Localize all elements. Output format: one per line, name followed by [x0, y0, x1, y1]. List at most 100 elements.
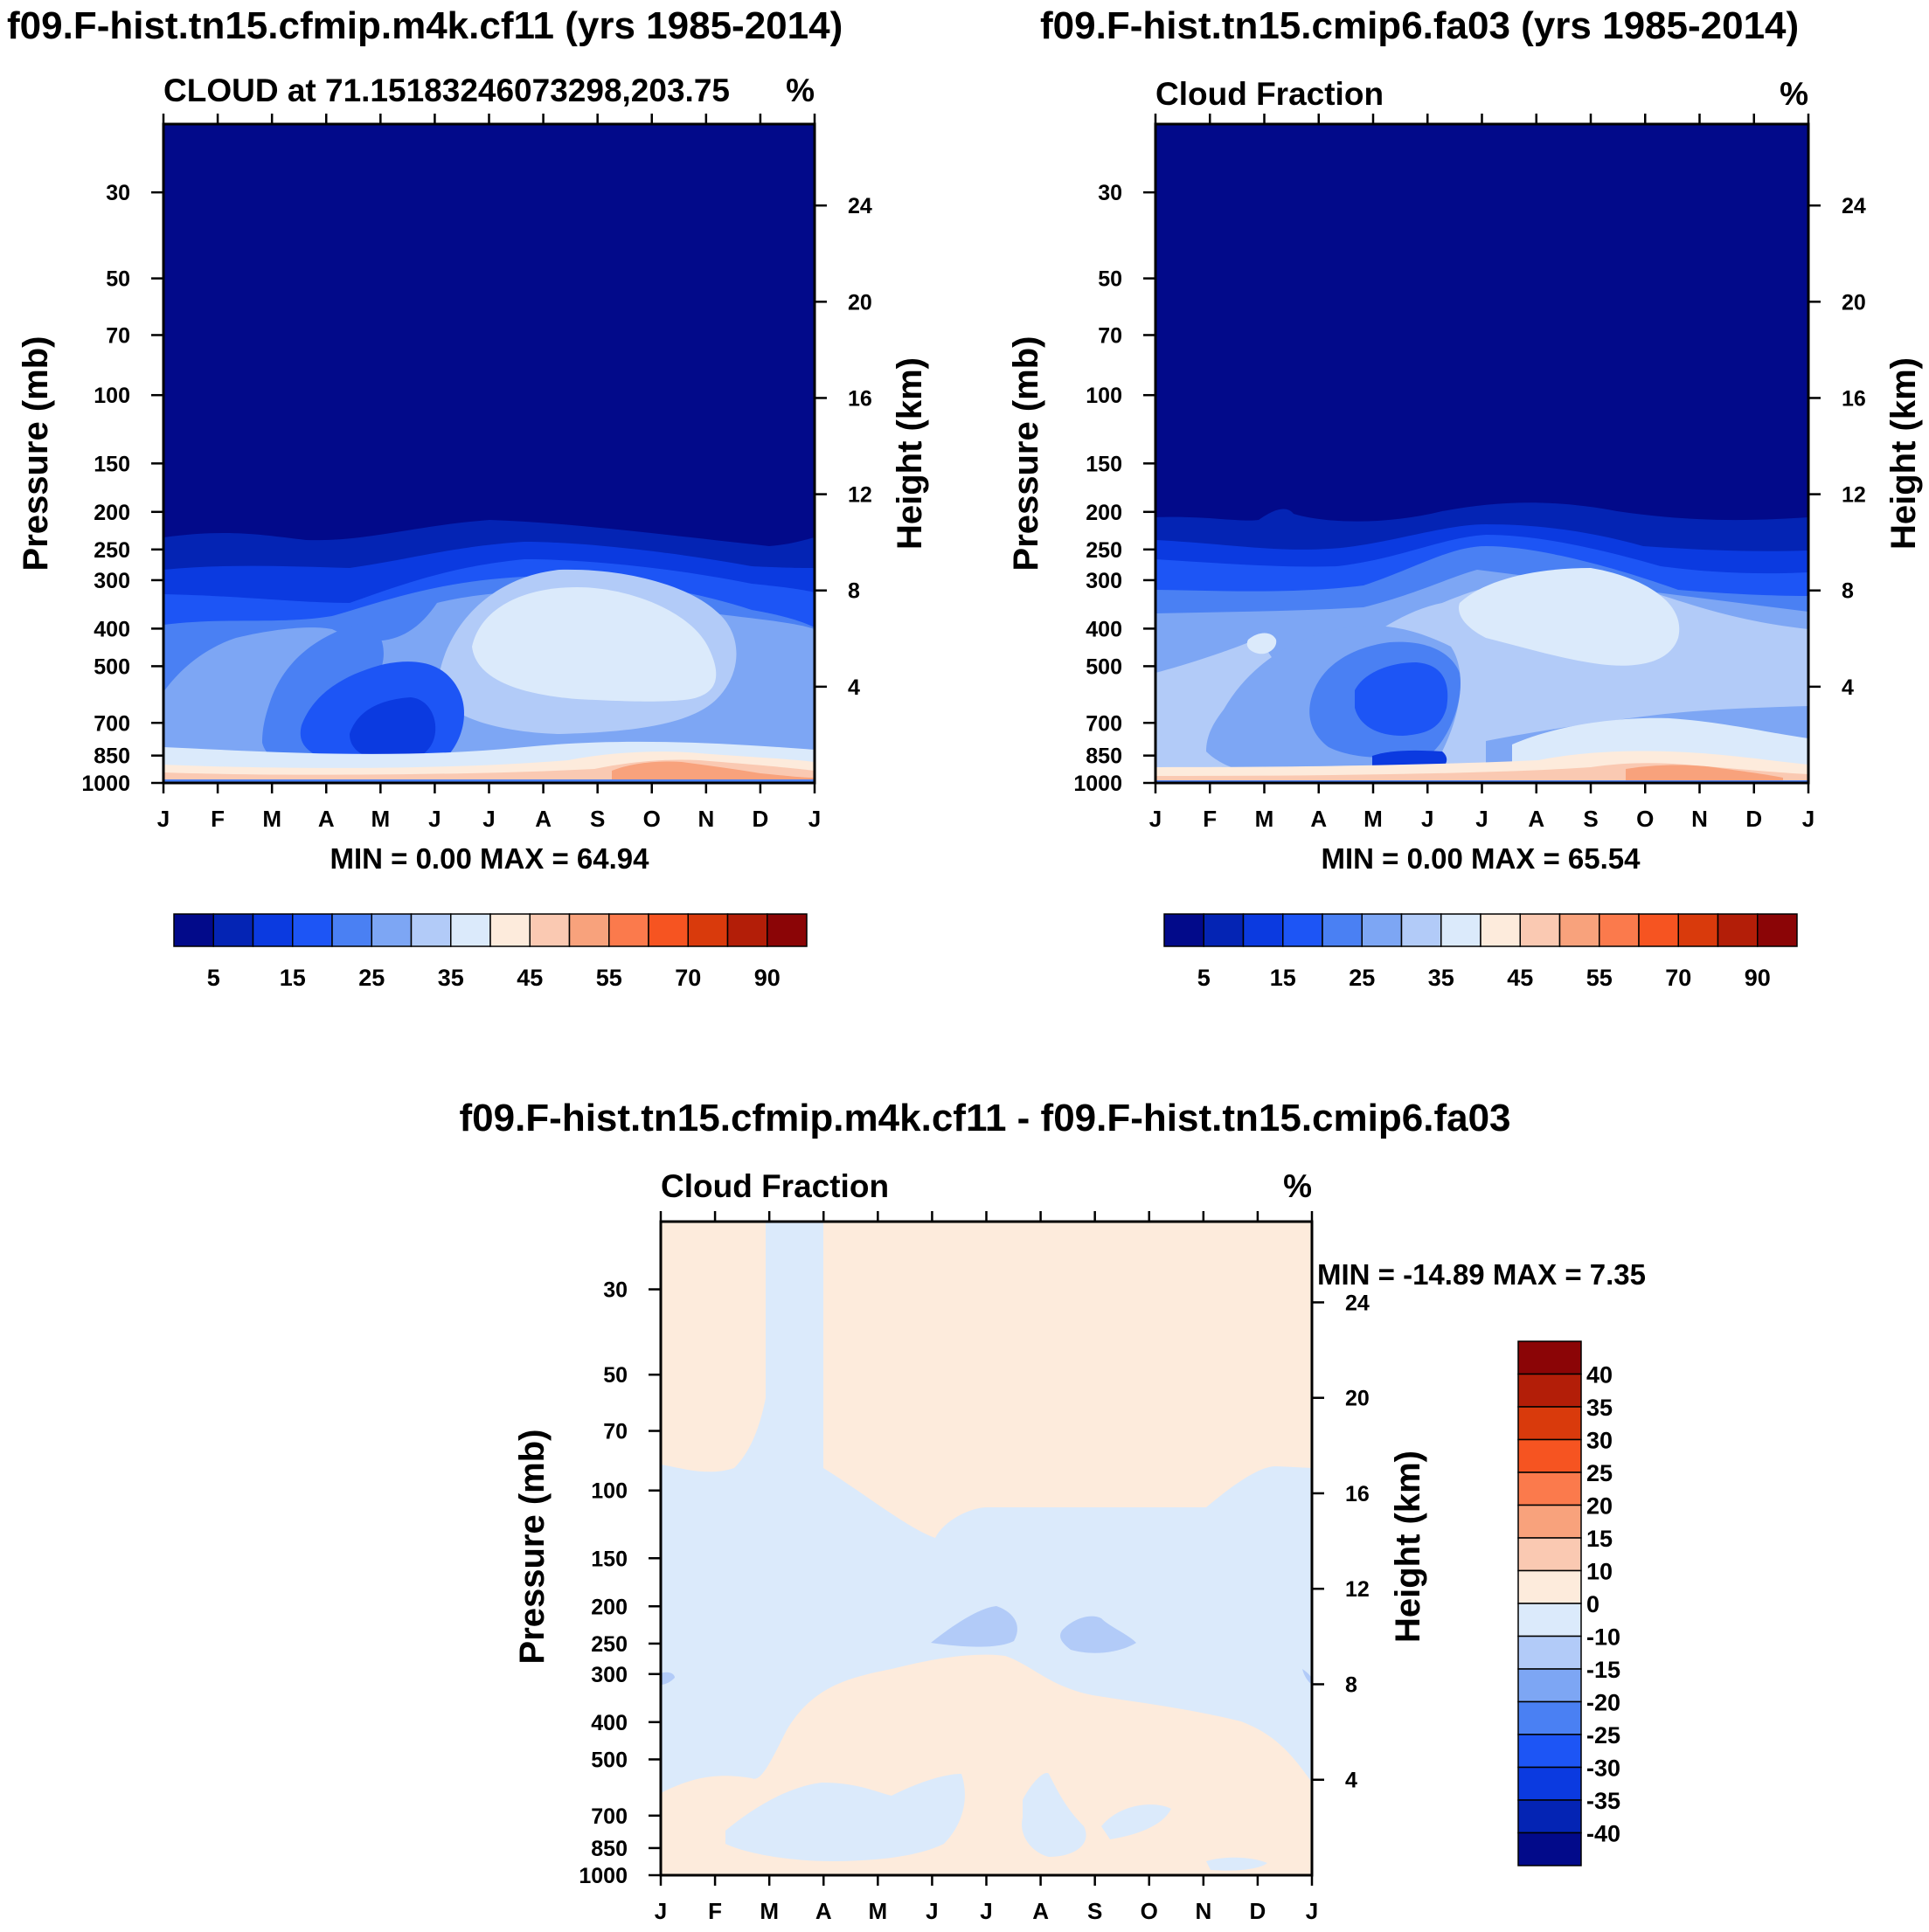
colorbar-swatch — [371, 913, 413, 947]
colorbar-label: 45 — [517, 965, 543, 991]
y-tick-label: 850 — [94, 744, 130, 769]
x-tick-label: M — [1255, 806, 1274, 832]
x-tick-label: J — [1802, 806, 1815, 832]
colorbar-label: -35 — [1586, 1788, 1620, 1814]
y-tick-label: 500 — [94, 654, 130, 679]
panel-2-left-title: Cloud Fraction — [1155, 76, 1384, 112]
y2-tick-label: 24 — [848, 194, 872, 218]
x-tick-label: F — [211, 806, 225, 832]
colorbar-swatch — [767, 913, 808, 947]
diff-field-minus10-3 — [661, 1672, 675, 1685]
y-tick-label: 50 — [603, 1363, 628, 1388]
x-tick-label: S — [1583, 806, 1598, 832]
y-tick-label: 100 — [94, 384, 130, 408]
colorbar-swatch — [1517, 1832, 1582, 1866]
diff-field-negative-low-2 — [1022, 1773, 1086, 1857]
colorbar-label: -40 — [1586, 1821, 1620, 1847]
y-tick-label: 50 — [1098, 267, 1122, 292]
panel-2-stats: MIN = 0.00 MAX = 65.54 — [1321, 842, 1641, 875]
y-tick-label: 700 — [1086, 711, 1122, 736]
colorbar-swatch — [1517, 1799, 1582, 1834]
y2-tick-label: 20 — [1345, 1387, 1370, 1411]
panel-2-axes: J F M A M J J A S O N D J 30 50 70 100 150 200 250 300 400 500… — [1073, 114, 1866, 832]
x-tick-label: A — [535, 806, 552, 832]
y2-tick-label: 16 — [848, 386, 872, 411]
colorbar-swatch — [1517, 1766, 1582, 1801]
colorbar-label: 10 — [1586, 1559, 1613, 1585]
x-tick-label: S — [590, 806, 605, 832]
panel-1-colorbar: 5 15 25 35 45 55 70 90 — [173, 913, 808, 991]
colorbar-label: 35 — [1586, 1395, 1613, 1421]
y2-tick-label: 8 — [1842, 579, 1854, 604]
y-tick-label: 500 — [1086, 654, 1122, 679]
panel-1: f09.F-hist.tn15.cfmip.m4k.cf11 (yrs 1985… — [7, 4, 929, 991]
y-tick-label: 700 — [591, 1804, 628, 1829]
y2-tick-label: 8 — [1345, 1672, 1357, 1697]
x-tick-label: N — [1691, 806, 1708, 832]
y2-tick-label: 20 — [848, 290, 872, 315]
colorbar-swatch — [568, 913, 610, 947]
y-tick-label: 300 — [1086, 569, 1122, 593]
colorbar-swatch — [608, 913, 649, 947]
colorbar-swatch — [726, 913, 768, 947]
y-tick-label: 200 — [1086, 501, 1122, 525]
diff-field-negative-low-3 — [1101, 1804, 1171, 1839]
y2-tick-label: 12 — [1345, 1577, 1370, 1602]
colorbar-label: 30 — [1586, 1428, 1613, 1454]
colorbar-swatch — [1361, 913, 1403, 947]
colorbar-swatch — [687, 913, 729, 947]
colorbar-swatch — [450, 913, 491, 947]
x-tick-label: S — [1087, 1898, 1102, 1924]
field-band-35-40 — [472, 587, 717, 702]
panel-3-axes: J F M A M J J A S O N D J 30 50 70 100 150 200 250 300 400 500… — [579, 1211, 1370, 1924]
colorbar-label: -25 — [1586, 1722, 1620, 1748]
colorbar-label: 25 — [358, 965, 385, 991]
y-tick-label: 70 — [603, 1420, 628, 1444]
panel-3-contour-field — [661, 1222, 1312, 1875]
x-tick-label: M — [1363, 806, 1383, 832]
panel-1-axes: J F M A M J J A S O N D J 30 50 70 100 150 200 250 300 400 500… — [81, 114, 872, 832]
y-tick-label: 500 — [591, 1748, 628, 1772]
panel-2-colorbar: 5 15 25 35 45 55 70 90 — [1163, 913, 1798, 991]
x-tick-label: M — [760, 1898, 779, 1924]
colorbar-label: -15 — [1586, 1657, 1620, 1683]
y-tick-label: 200 — [591, 1595, 628, 1619]
panel-2-units: % — [1780, 76, 1808, 112]
diff-field-minus10-2 — [1060, 1616, 1136, 1653]
panel-3-left-title: Cloud Fraction — [661, 1168, 889, 1204]
panel-1-left-title: CLOUD at 71.15183246073298,203.75 — [163, 73, 730, 108]
y-tick-label: 30 — [1098, 181, 1122, 205]
y-tick-label: 50 — [106, 267, 130, 292]
x-tick-label: M — [371, 806, 390, 832]
y-tick-label: 400 — [1086, 617, 1122, 641]
colorbar-swatch — [1517, 1569, 1582, 1604]
y-tick-label: 150 — [1086, 452, 1122, 476]
colorbar-label: 15 — [1270, 965, 1296, 991]
x-tick-label: J — [1149, 806, 1162, 832]
diff-field-minus10-1 — [931, 1606, 1017, 1647]
y2-tick-label: 20 — [1842, 290, 1866, 315]
panel-3-ylabel: Pressure (mb) — [513, 1430, 552, 1665]
x-tick-label: D — [1745, 806, 1762, 832]
colorbar-label: 55 — [596, 965, 622, 991]
colorbar-label: 90 — [754, 965, 781, 991]
panel-2-main-title: f09.F-hist.tn15.cmip6.fa03 (yrs 1985-201… — [1040, 4, 1799, 47]
x-tick-label: N — [697, 806, 714, 832]
colorbar-swatch — [1558, 913, 1600, 947]
panel-1-units: % — [786, 73, 815, 108]
y-tick-label: 30 — [106, 181, 130, 205]
panel-3-colorbar: 40 35 30 25 20 15 10 0 -10 -15 -20 -25 -30 -35 -40 — [1517, 1340, 1620, 1866]
colorbar-swatch — [1322, 913, 1363, 947]
colorbar-label: 5 — [207, 965, 220, 991]
y2-tick-label: 16 — [1345, 1482, 1370, 1506]
field2-blob-upper — [1246, 633, 1277, 654]
diff-field-minus10-4 — [1302, 1669, 1312, 1685]
y2-tick-label: 4 — [848, 675, 860, 700]
colorbar-swatch — [1517, 1537, 1582, 1572]
colorbar-swatch — [529, 913, 571, 947]
y2-tick-label: 4 — [1345, 1769, 1357, 1793]
colorbar-swatch — [1519, 913, 1561, 947]
y-tick-label: 300 — [94, 569, 130, 593]
colorbar-swatch — [331, 913, 372, 947]
panel-1-ylabel: Pressure (mb) — [17, 336, 55, 571]
